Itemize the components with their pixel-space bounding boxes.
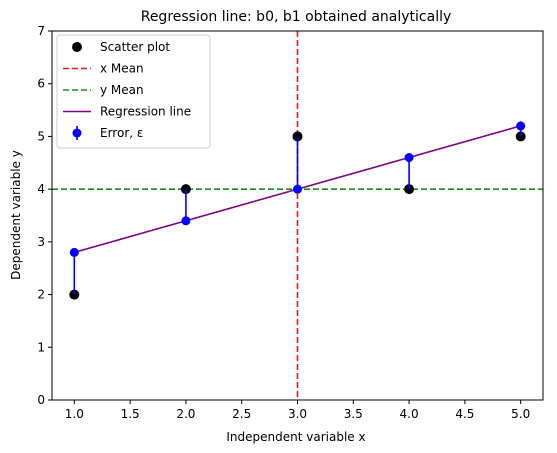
y-tick-label: 6 [37, 77, 45, 91]
predicted-point [69, 247, 79, 257]
plot-area [52, 31, 543, 400]
x-tick-label: 2.5 [232, 407, 251, 421]
x-tick-label: 5.0 [511, 407, 530, 421]
legend-box [56, 34, 211, 149]
x-tick-label: 1.5 [121, 407, 140, 421]
x-tick-label: 1.0 [65, 407, 84, 421]
x-tick-label: 2.0 [176, 407, 195, 421]
legend-label: Regression line [100, 105, 191, 119]
x-tick-label: 4.5 [455, 407, 474, 421]
y-tick-label: 5 [37, 129, 45, 143]
axes: 1.0 1.5 2.0 2.5 3.0 3.5 4.0 4.5 5.0 0 1 2 3 4 5 6 7 [37, 24, 544, 421]
legend: Scatter plot x Mean y Mean Regression line E… [56, 34, 211, 149]
legend-marker-errorpoint [72, 128, 82, 138]
legend-marker-scatter [72, 42, 82, 52]
x-tick-label: 3.5 [344, 407, 363, 421]
predicted-point [404, 153, 414, 163]
y-axis-label: Dependent variable y [9, 150, 23, 280]
x-tick-label: 4.0 [400, 407, 419, 421]
chart-title: Regression line: b0, b1 obtained analyti… [141, 9, 452, 25]
legend-label: x Mean [100, 62, 144, 76]
x-tick-label: 3.0 [288, 407, 307, 421]
legend-label: y Mean [100, 83, 144, 97]
predicted-point [293, 184, 302, 194]
y-tick-label: 3 [37, 235, 45, 249]
x-axis-label: Independent variable x [226, 430, 365, 444]
legend-label: Scatter plot [100, 40, 170, 54]
predicted-point [181, 216, 191, 226]
y-tick-label: 2 [37, 288, 45, 302]
legend-label: Error, ε [100, 126, 143, 140]
y-tick-label: 7 [37, 24, 45, 38]
y-tick-label: 4 [37, 182, 45, 196]
y-tick-label: 1 [37, 340, 45, 354]
y-tick-label: 0 [37, 393, 45, 407]
predicted-point [516, 121, 526, 131]
